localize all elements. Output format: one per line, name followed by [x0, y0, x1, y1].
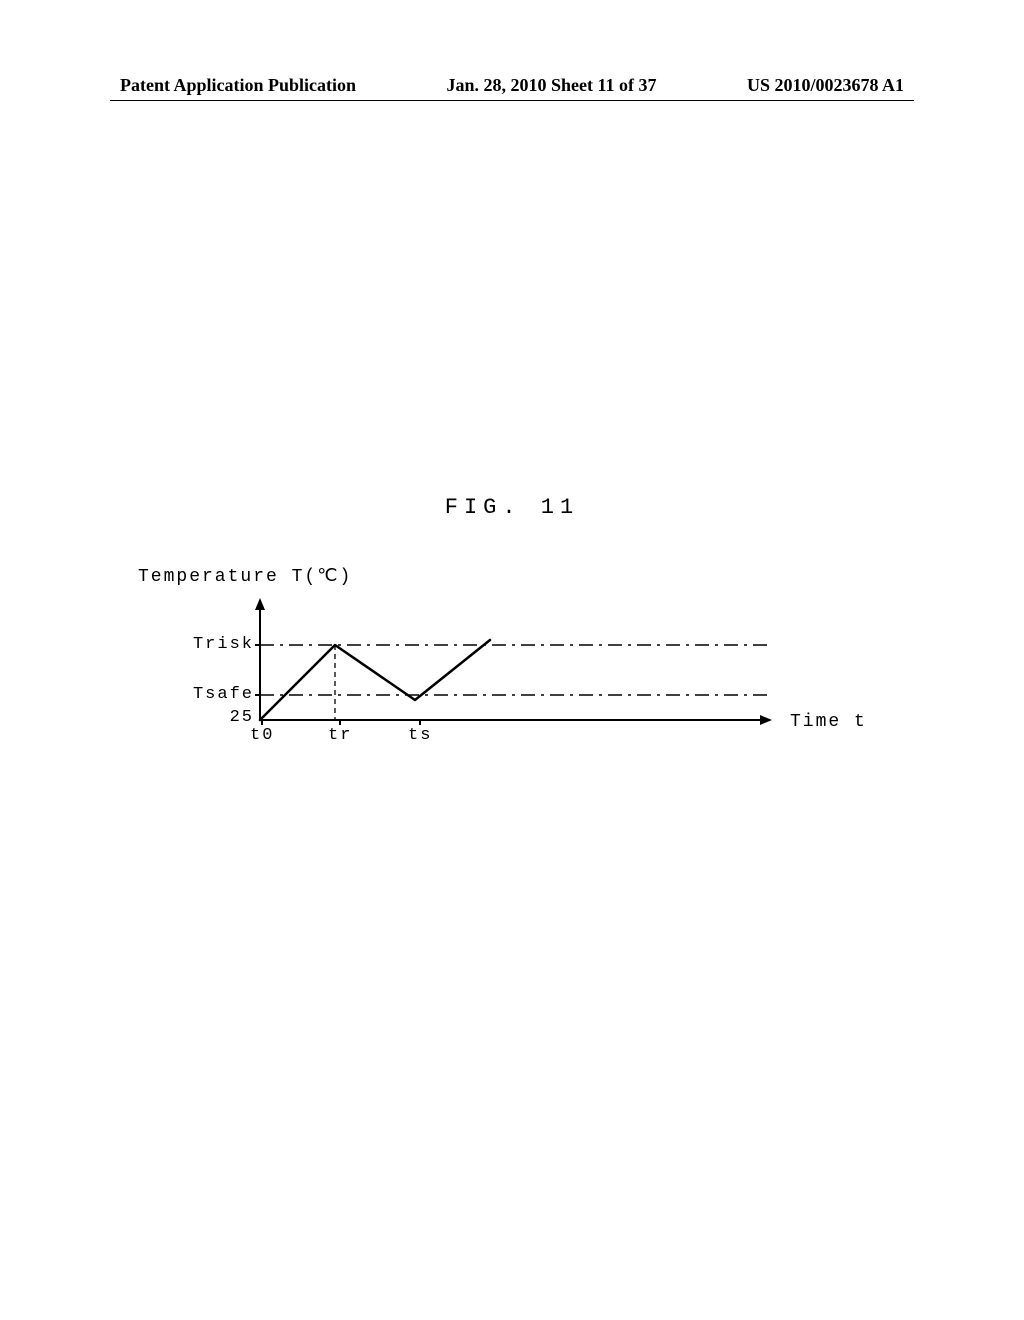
x-tick-label: tr [328, 726, 352, 745]
header-right: US 2010/0023678 A1 [747, 75, 904, 96]
x-tick-label: t0 [250, 726, 274, 745]
x-tick-label: ts [408, 726, 432, 745]
header-rule [110, 100, 914, 101]
y-tick-label: Tsafe [193, 685, 254, 704]
header-left: Patent Application Publication [120, 75, 356, 96]
header-center: Jan. 28, 2010 Sheet 11 of 37 [446, 75, 656, 96]
y-axis-title: Temperature T(℃) [138, 565, 352, 587]
y-tick-label: Trisk [193, 635, 254, 654]
y-tick-label: 25 [230, 708, 254, 727]
page-header: Patent Application Publication Jan. 28, … [0, 75, 1024, 96]
chart-container: Temperature T(℃) Time t TriskTsafe25 t0t… [130, 565, 910, 795]
figure-title: FIG. 11 [0, 495, 1024, 520]
